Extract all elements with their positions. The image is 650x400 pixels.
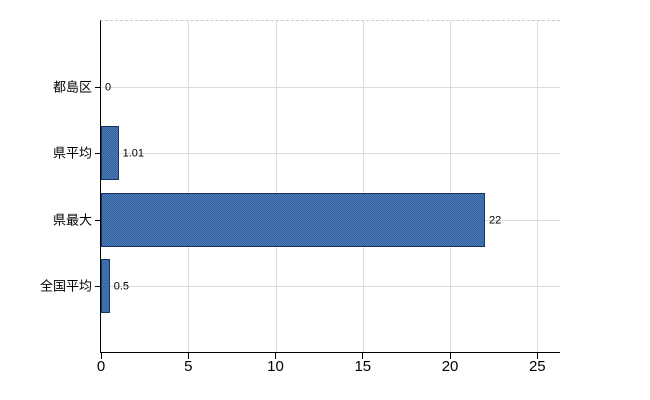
vertical-gridline [450,21,452,352]
bar-value-label: 22 [488,214,502,227]
bar [101,192,485,247]
plot-area: 0 1.01 22 0.5 [100,20,560,353]
horizontal-gridline [101,285,560,287]
x-axis-tick [536,353,538,359]
x-axis-tick [100,353,102,359]
x-axis-tick [187,353,189,359]
horizontal-gridline [101,87,560,89]
vertical-gridline [362,21,364,352]
horizontal-gridline [101,153,560,155]
vertical-gridline [188,21,190,352]
y-axis-tick [95,153,100,155]
vertical-gridline [537,21,539,352]
x-axis-tick-label: 10 [267,358,284,375]
x-axis-tick-label: 20 [441,358,459,375]
y-axis-tick [95,87,100,89]
y-axis-tick [95,285,100,287]
bar [101,126,119,181]
y-axis-category-label: 県最大 [52,212,92,228]
y-axis-category-label: 都島区 [52,79,92,95]
y-axis-tick [95,219,100,221]
x-axis-tick [362,353,364,359]
x-axis-tick [275,353,277,359]
bar-value-label: 0.5 [113,280,130,293]
x-axis-tick [449,353,451,359]
bar [101,258,110,313]
x-axis-tick-label: 15 [354,358,372,375]
vertical-gridline [275,21,277,352]
x-axis-tick-label: 25 [528,358,546,375]
bar-value-label: 0 [105,81,112,94]
x-axis-tick-label: 5 [184,358,193,375]
y-axis-category-label: 全国平均 [39,278,92,294]
y-axis-category-label: 県平均 [52,145,92,161]
bar-value-label: 1.01 [122,147,145,160]
x-axis-tick-label: 0 [96,358,106,375]
